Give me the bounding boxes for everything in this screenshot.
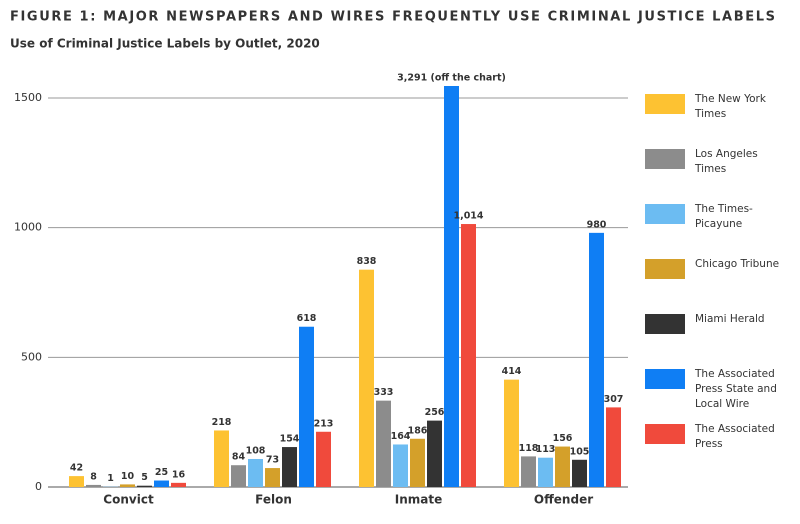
- chart-subtitle: Use of Criminal Justice Labels by Outlet…: [10, 37, 320, 51]
- bar: [461, 224, 476, 487]
- data-label: 113: [536, 444, 556, 455]
- bar: [393, 444, 408, 487]
- data-label: 414: [502, 366, 522, 377]
- legend-swatch: [645, 149, 685, 169]
- data-label: 16: [172, 469, 186, 480]
- legend-item: Los Angeles Times: [645, 147, 795, 202]
- data-label: 84: [232, 452, 246, 463]
- x-tick-label: Offender: [534, 493, 593, 507]
- bar: [214, 430, 229, 487]
- bar: [572, 459, 587, 487]
- data-label: 105: [570, 446, 590, 457]
- legend-item: The Associated Press State and Local Wir…: [645, 367, 795, 422]
- data-label: 256: [425, 407, 445, 418]
- data-label: 218: [212, 417, 232, 428]
- data-label: 8: [90, 471, 97, 482]
- data-label: 618: [297, 313, 317, 324]
- y-tick-label: 0: [35, 480, 42, 493]
- legend-item: Miami Herald: [645, 312, 795, 367]
- bar: [555, 446, 570, 487]
- bar: [427, 420, 442, 487]
- data-label: 25: [155, 467, 168, 478]
- y-tick-label: 500: [21, 350, 42, 363]
- data-label: 73: [266, 455, 279, 466]
- y-tick-label: 1000: [14, 221, 42, 234]
- bar: [120, 484, 135, 487]
- data-label: 118: [519, 443, 539, 454]
- bar: [410, 438, 425, 487]
- bar: [265, 468, 280, 487]
- data-label: 213: [314, 418, 334, 429]
- bar: [137, 485, 152, 487]
- bar: [86, 484, 101, 487]
- bar: [376, 400, 391, 487]
- data-label: 154: [280, 434, 300, 445]
- data-label: 186: [408, 425, 428, 436]
- bar: [521, 456, 536, 487]
- x-tick-label: Convict: [103, 493, 154, 507]
- x-tick-label: Inmate: [395, 493, 442, 507]
- data-label: 838: [357, 256, 377, 267]
- legend-label: The New York Times: [695, 93, 766, 120]
- data-label: 1,014: [453, 211, 483, 222]
- legend-swatch: [645, 314, 685, 334]
- data-label: 108: [246, 445, 266, 456]
- data-label: 333: [374, 387, 394, 398]
- bar: [444, 86, 459, 487]
- data-label: 156: [553, 433, 573, 444]
- legend-item: The Times-Picayune: [645, 202, 795, 257]
- bar: [316, 431, 331, 487]
- legend-swatch: [645, 259, 685, 279]
- data-label: 307: [604, 394, 624, 405]
- legend-swatch: [645, 204, 685, 224]
- bar: [606, 407, 621, 487]
- data-label: 164: [391, 431, 411, 442]
- legend-label: Miami Herald: [695, 313, 765, 325]
- bar: [538, 457, 553, 487]
- y-tick-label: 1500: [14, 91, 42, 104]
- legend-label: Chicago Tribune: [695, 258, 780, 270]
- legend-swatch: [645, 94, 685, 114]
- data-label: 5: [141, 472, 148, 483]
- legend-item: The Associated Press: [645, 422, 795, 477]
- legend: The New York Times Los Angeles Times The T…: [645, 92, 795, 477]
- legend-item: Chicago Tribune: [645, 257, 795, 312]
- legend-label: The Associated Press: [695, 423, 775, 450]
- bar: [299, 326, 314, 487]
- legend-swatch: [645, 369, 685, 389]
- chart-title: FIGURE 1: MAJOR NEWSPAPERS AND WIRES FRE…: [10, 10, 777, 25]
- data-label: 3,291 (off the chart): [397, 73, 506, 84]
- bar: [589, 232, 604, 487]
- data-label: 10: [121, 471, 135, 482]
- bar: [154, 480, 169, 487]
- legend-item: The New York Times: [645, 92, 795, 147]
- legend-label: The Associated Press State and Local Wir…: [695, 368, 777, 410]
- x-tick-label: Felon: [255, 493, 292, 507]
- legend-label: The Times-Picayune: [695, 203, 753, 230]
- bar: [282, 447, 297, 487]
- data-label: 980: [587, 219, 607, 230]
- data-label: 42: [70, 463, 83, 474]
- bar: [248, 458, 263, 487]
- bar: [69, 476, 84, 487]
- data-label: 1: [107, 473, 114, 484]
- bar: [231, 465, 246, 487]
- bar: [171, 482, 186, 487]
- legend-label: Los Angeles Times: [695, 148, 758, 175]
- bar: [504, 379, 519, 487]
- legend-swatch: [645, 424, 685, 444]
- bar: [359, 269, 374, 487]
